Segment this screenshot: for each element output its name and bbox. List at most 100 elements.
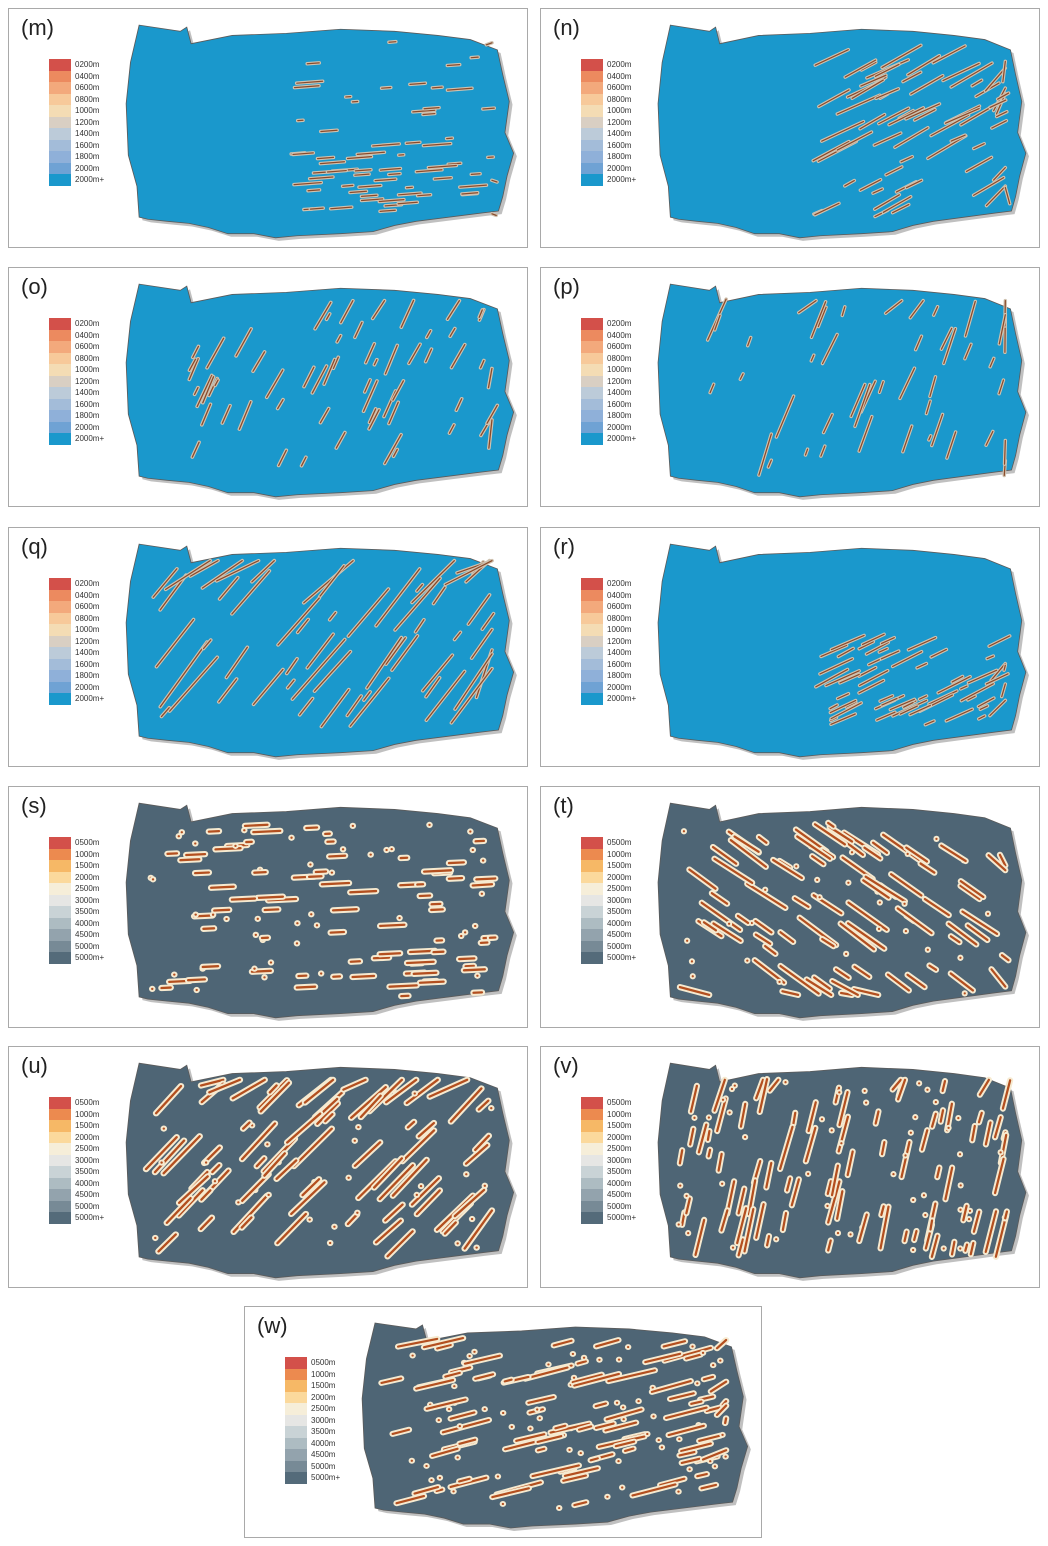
buffer-feature xyxy=(552,1339,573,1347)
legend-swatch xyxy=(581,352,603,364)
buffer-feature xyxy=(353,1141,382,1167)
legend-label: 0600m xyxy=(607,342,632,351)
panel-label: (q) xyxy=(21,534,48,559)
legend-swatch xyxy=(49,871,71,883)
legend-label: 0500m xyxy=(311,1358,336,1367)
buffer-feature xyxy=(354,173,370,176)
legend-swatch xyxy=(49,364,71,376)
buffer-feature xyxy=(470,173,481,176)
buffer-feature xyxy=(949,935,961,944)
buffer-feature xyxy=(706,1129,711,1141)
buffer-feature xyxy=(470,56,479,59)
buffer-feature xyxy=(900,156,913,163)
legend-label: 1000m xyxy=(75,106,100,115)
buffer-feature xyxy=(363,691,371,701)
buffer-feature xyxy=(446,300,461,320)
feature-layer xyxy=(705,297,1008,478)
legend: 0200m 0400m 0600m 0800m 1000m 1200m 1400m 1600m… xyxy=(581,578,636,705)
buffer-feature xyxy=(177,1175,209,1204)
buffer-feature xyxy=(880,650,900,660)
buffer-feature xyxy=(453,631,462,641)
buffer-feature xyxy=(743,1208,755,1253)
legend-label: 2000m xyxy=(75,1132,100,1142)
buffer-feature xyxy=(378,1164,414,1201)
legend-swatch xyxy=(581,1097,603,1109)
legend-swatch xyxy=(581,1131,603,1143)
buffer-feature xyxy=(384,1203,404,1222)
buffer-feature xyxy=(253,870,267,874)
legend-entry: 0400m xyxy=(49,589,104,601)
legend-label: 1500m xyxy=(75,861,100,870)
legend-label: 1000m xyxy=(607,365,632,374)
buffer-feature xyxy=(858,679,885,694)
buffer-feature xyxy=(754,933,772,945)
buffer-feature xyxy=(844,59,877,78)
legend-entry: 2500m xyxy=(285,1403,340,1415)
buffer-feature xyxy=(872,188,883,194)
legend-label: 1200m xyxy=(75,117,100,127)
buffer-feature xyxy=(863,846,882,860)
buffer-feature xyxy=(259,1081,291,1113)
legend-entry: 0800m xyxy=(49,352,104,364)
buffer-feature xyxy=(890,873,923,897)
legend-swatch xyxy=(49,151,71,163)
buffer-feature xyxy=(858,666,877,677)
buffer-feature xyxy=(880,1141,886,1156)
buffer-feature xyxy=(888,107,924,126)
legend-entry: 0800m xyxy=(581,352,636,364)
buffer-feature xyxy=(739,373,744,380)
buffer-feature xyxy=(989,357,995,368)
buffer-feature xyxy=(853,965,871,978)
panel-label: (u) xyxy=(21,1053,48,1078)
buffer-feature xyxy=(296,80,324,84)
buffer-feature xyxy=(375,568,421,627)
legend-entry: 1400m xyxy=(581,387,636,399)
buffer-feature xyxy=(196,374,213,408)
buffer-feature xyxy=(202,376,215,404)
buffer-feature xyxy=(705,1406,723,1413)
buffer-feature xyxy=(160,707,170,718)
buffer-feature xyxy=(859,670,889,687)
buffer-feature xyxy=(665,1406,708,1420)
buffer-feature xyxy=(356,151,386,155)
buffer-feature xyxy=(678,1450,696,1457)
buffer-feature xyxy=(388,984,418,988)
buffer-feature xyxy=(342,184,354,187)
buffer-feature xyxy=(412,971,438,975)
buffer-feature xyxy=(918,695,928,700)
buffer-feature xyxy=(186,978,207,982)
buffer-feature xyxy=(876,711,896,721)
buffer-feature xyxy=(713,857,754,884)
buffer-feature xyxy=(1002,60,1006,83)
buffer-feature xyxy=(397,201,418,205)
buffer-feature xyxy=(319,565,345,598)
buffer-feature xyxy=(931,413,944,447)
buffer-feature xyxy=(211,1163,221,1174)
buffer-feature xyxy=(838,1090,849,1127)
legend-entry: 2000m xyxy=(49,421,104,433)
legend-entry: 2500m xyxy=(49,1143,104,1155)
buffer-feature xyxy=(899,705,918,715)
buffer-feature xyxy=(354,169,372,172)
buffer-feature xyxy=(852,988,880,997)
buffer-feature xyxy=(474,1373,495,1380)
legend-swatch xyxy=(49,589,71,601)
legend-entry: 4000m xyxy=(49,1177,104,1189)
legend-swatch xyxy=(285,1472,307,1484)
legend-label: 2000m xyxy=(607,1132,632,1142)
buffer-feature xyxy=(238,401,252,430)
buffer-feature xyxy=(366,636,403,689)
map-panel: (t) 0500m 1000m 1500m 2000m 2500m 3000m 3500m 40… xyxy=(540,786,1040,1028)
legend: 0200m 0400m 0600m 0800m 1000m 1200m 1400m 1600m… xyxy=(49,59,104,186)
buffer-feature xyxy=(351,974,376,979)
buffer-feature xyxy=(905,846,929,863)
buffer-feature xyxy=(527,1395,555,1404)
buffer-feature xyxy=(700,901,742,931)
buffer-feature xyxy=(826,1180,833,1195)
legend-label: 0800m xyxy=(607,613,632,623)
legend-label: 2000m+ xyxy=(75,694,105,703)
legend-swatch xyxy=(581,1120,603,1132)
buffer-feature xyxy=(733,835,760,853)
legend-label: 1200m xyxy=(607,376,632,386)
buffer-feature xyxy=(595,1338,620,1348)
